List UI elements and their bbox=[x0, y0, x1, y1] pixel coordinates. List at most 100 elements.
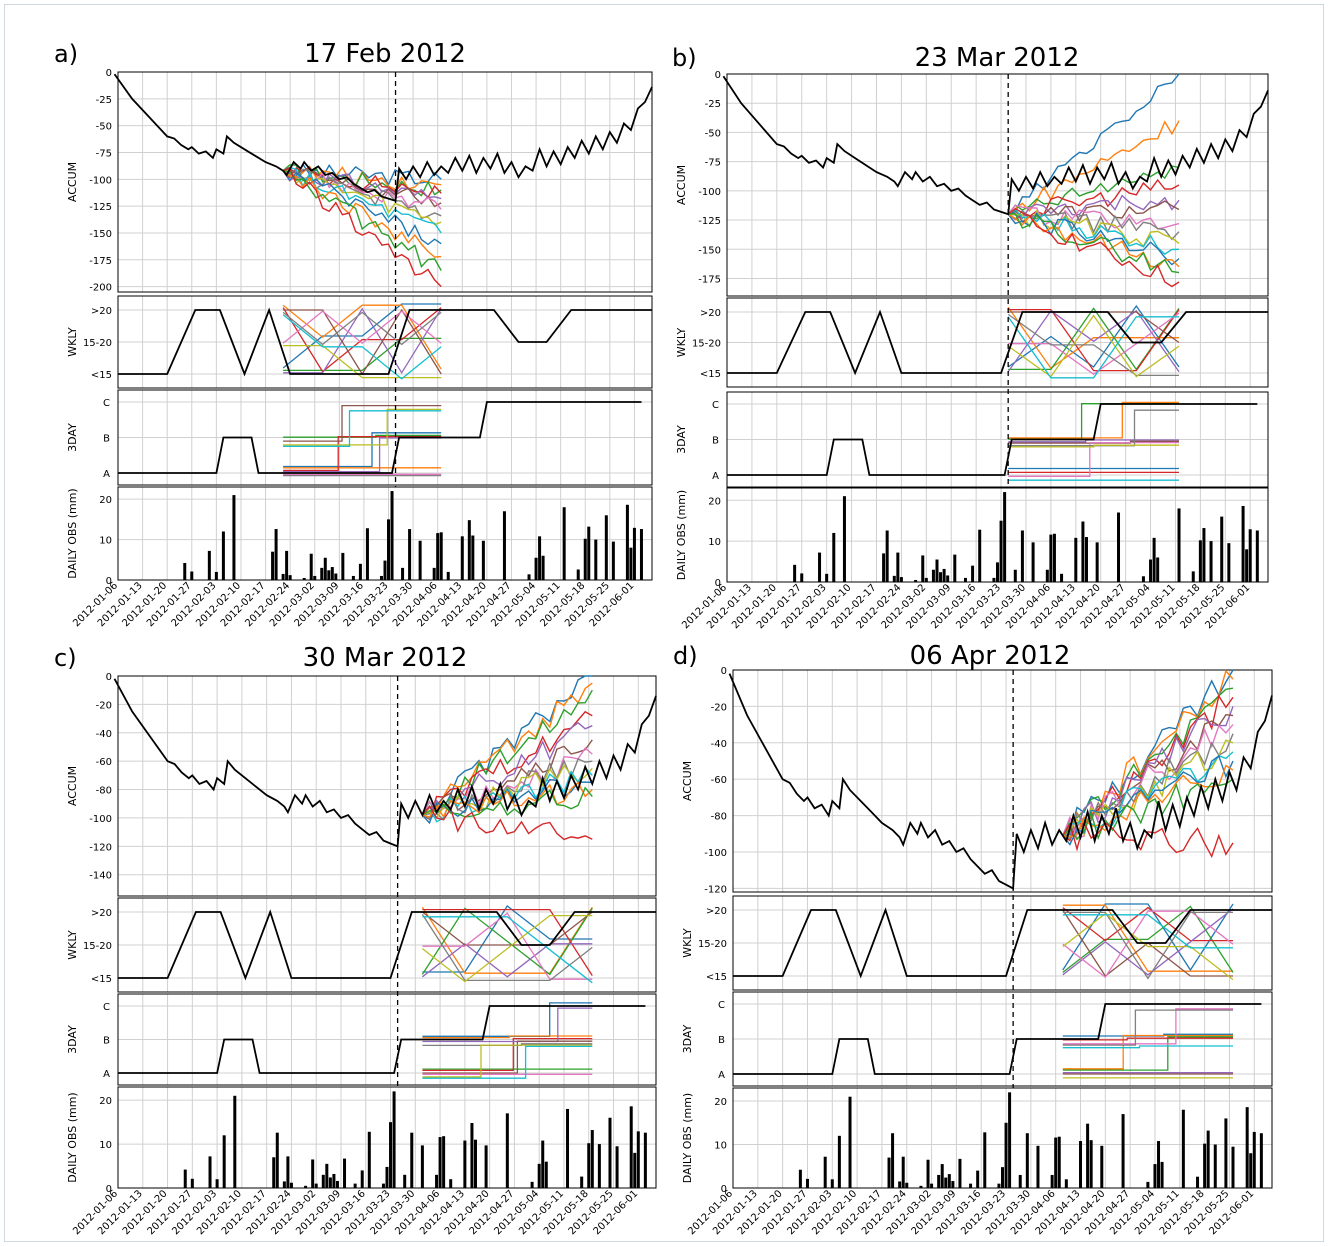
daily-obs-bar bbox=[1202, 528, 1206, 582]
daily-obs-bar bbox=[1152, 537, 1156, 582]
observed-accum-line bbox=[722, 75, 1269, 216]
daily-obs-bar bbox=[608, 1117, 612, 1188]
daily-obs-bar bbox=[330, 567, 334, 580]
daily-tick-label: 0 bbox=[715, 578, 721, 589]
daily-obs-bar bbox=[1001, 1167, 1004, 1188]
observed-accum-line bbox=[113, 73, 653, 202]
daily-obs-bar bbox=[183, 563, 187, 580]
daily-obs-bar bbox=[1245, 1107, 1249, 1188]
wkly-axes-frame bbox=[726, 297, 1269, 388]
daily-obs-bar bbox=[1209, 541, 1213, 582]
wkly-axes-frame bbox=[732, 895, 1273, 991]
daily-axis-label: DAILY OBS (mm) bbox=[675, 490, 688, 580]
daily-obs-bar bbox=[919, 1185, 923, 1188]
accum-tick-label: -125 bbox=[89, 202, 112, 213]
threeday-tick-label: A bbox=[712, 471, 719, 482]
daily-obs-bar bbox=[215, 1179, 219, 1188]
ensemble-accum-line bbox=[1007, 213, 1180, 268]
daily-obs-bar bbox=[1156, 557, 1160, 582]
daily-obs-bar bbox=[793, 564, 797, 582]
daily-obs-bar bbox=[1045, 569, 1049, 582]
daily-obs-bar bbox=[327, 570, 331, 580]
daily-obs-bar bbox=[302, 577, 306, 580]
daily-obs-bar bbox=[1153, 1164, 1157, 1188]
daily-obs-bar bbox=[379, 575, 383, 580]
ensemble-threeday-line bbox=[422, 1007, 593, 1043]
daily-obs-bar bbox=[885, 530, 889, 582]
daily-obs-bar bbox=[530, 1181, 534, 1188]
daily-axis-label: DAILY OBS (mm) bbox=[66, 488, 79, 578]
ensemble-accum-line bbox=[421, 746, 593, 816]
ensemble-accum-line bbox=[422, 781, 593, 818]
daily-obs-bar bbox=[505, 1113, 509, 1188]
daily-tick-label: 10 bbox=[99, 536, 112, 547]
daily-obs-bar bbox=[1121, 1114, 1125, 1188]
daily-obs-bar bbox=[435, 1174, 439, 1188]
ensemble-threeday-line bbox=[422, 1044, 593, 1078]
daily-obs-bar bbox=[534, 557, 538, 580]
accum-tick-label: -50 bbox=[705, 128, 721, 139]
daily-obs-bar bbox=[594, 539, 598, 580]
ensemble-threeday-line bbox=[1008, 409, 1179, 447]
chart-panel-a: a) 17 Feb 20122012-01-062012-01-132012-01… bbox=[54, 39, 653, 629]
accum-tick-label: -25 bbox=[96, 95, 112, 106]
daily-obs-bar bbox=[541, 1140, 545, 1188]
ensemble-wkly-line bbox=[282, 303, 442, 369]
daily-obs-bar bbox=[1089, 1140, 1093, 1188]
accum-tick-label: -40 bbox=[96, 729, 112, 740]
daily-obs-bar bbox=[390, 491, 394, 580]
wkly-tick-label: >20 bbox=[91, 306, 112, 317]
daily-obs-bar bbox=[360, 1170, 364, 1188]
daily-obs-bar bbox=[615, 1146, 619, 1188]
daily-obs-bar bbox=[823, 1156, 827, 1188]
accum-tick-label: -175 bbox=[698, 274, 721, 285]
observed-threeday-line bbox=[118, 1005, 646, 1074]
daily-obs-bar bbox=[392, 1091, 396, 1188]
daily-obs-bar bbox=[999, 520, 1003, 582]
ensemble-wkly-line bbox=[1007, 313, 1179, 377]
daily-obs-bar bbox=[1206, 1130, 1210, 1188]
daily-obs-bar bbox=[1117, 512, 1121, 582]
ensemble-threeday-line bbox=[283, 436, 442, 472]
ensemble-accum-line bbox=[1007, 212, 1180, 266]
daily-obs-bar bbox=[931, 569, 935, 582]
threeday-tick-label: B bbox=[712, 436, 719, 447]
daily-obs-bar bbox=[1203, 1143, 1207, 1188]
ensemble-accum-line bbox=[282, 170, 442, 246]
daily-obs-bar bbox=[953, 554, 957, 582]
daily-obs-bar bbox=[805, 1178, 809, 1188]
ensemble-threeday-line bbox=[1062, 1036, 1233, 1071]
daily-obs-bar bbox=[921, 555, 925, 582]
daily-obs-bar bbox=[334, 573, 338, 580]
accum-tick-label: -75 bbox=[705, 158, 721, 169]
ensemble-wkly-line bbox=[283, 344, 442, 379]
ensemble-accum-line bbox=[282, 166, 442, 288]
ensemble-accum-line bbox=[282, 170, 442, 226]
threeday-axis-label: 3DAY bbox=[681, 1024, 694, 1053]
daily-obs-bar bbox=[937, 1174, 941, 1188]
daily-obs-bar bbox=[1241, 505, 1245, 582]
ensemble-accum-line bbox=[422, 758, 593, 821]
daily-obs-bar bbox=[221, 531, 225, 580]
daily-obs-bar bbox=[351, 575, 355, 580]
daily-obs-bar bbox=[365, 528, 369, 580]
daily-obs-bar bbox=[323, 557, 327, 580]
ensemble-threeday-line bbox=[283, 404, 442, 442]
ensemble-wkly-line bbox=[422, 914, 593, 983]
ensemble-wkly-line bbox=[1062, 914, 1233, 949]
panel-label: a) bbox=[54, 40, 78, 68]
ensemble-threeday-line bbox=[1008, 403, 1179, 440]
daily-obs-bar bbox=[1141, 576, 1145, 582]
daily-obs-bar bbox=[285, 550, 289, 580]
panel-label: c) bbox=[54, 644, 77, 672]
ensemble-threeday-line bbox=[283, 408, 442, 446]
ensemble-wkly-line bbox=[1007, 304, 1180, 368]
ensemble-accum-line bbox=[1062, 687, 1234, 836]
ensemble-wkly-line bbox=[282, 314, 442, 380]
daily-obs-bar bbox=[408, 529, 412, 580]
ensemble-wkly-line bbox=[282, 304, 442, 370]
accum-tick-label: -75 bbox=[96, 148, 112, 159]
daily-obs-bar bbox=[1245, 549, 1249, 582]
daily-obs-bar bbox=[311, 1159, 315, 1188]
x-tick-label: 2012-06-01 bbox=[1203, 582, 1252, 631]
